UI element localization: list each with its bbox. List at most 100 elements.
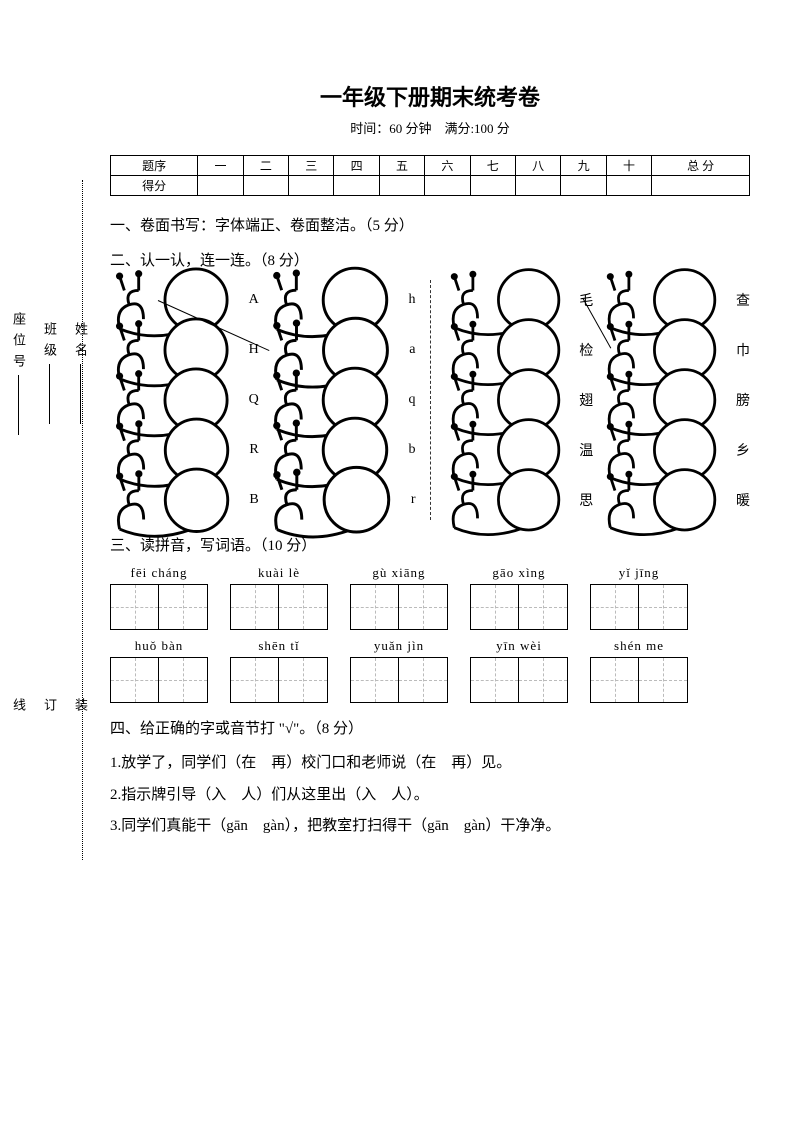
- snail-icon: [267, 455, 411, 544]
- pinyin-text: shén me: [590, 638, 688, 654]
- cell: 四: [334, 156, 379, 176]
- sidebar-fields: 姓名 班级 座位号: [30, 312, 90, 435]
- tianzige-cell: [639, 585, 687, 629]
- snail-icon: [110, 457, 249, 544]
- q4-line2: 2.指示牌引导（入 人）们从这里出（入 人）。: [110, 780, 750, 812]
- tianzige-grid: [350, 657, 448, 703]
- cell: 九: [561, 156, 606, 176]
- tianzige-cell: [111, 585, 159, 629]
- pinyin-text: fēi cháng: [110, 565, 208, 581]
- snail-column: 查 巾 膀 乡 暖: [601, 280, 750, 520]
- cell: 题序: [111, 156, 198, 176]
- vertical-divider: [430, 280, 431, 520]
- snail-letter: 乡: [736, 440, 750, 460]
- tianzige-cell: [519, 585, 567, 629]
- cell: [379, 176, 424, 196]
- pinyin-text: kuài lè: [230, 565, 328, 581]
- cell: 得分: [111, 176, 198, 196]
- section-4-heading: 四、给正确的字或音节打 "√"。（8 分）: [110, 717, 750, 738]
- tianzige-cell: [639, 658, 687, 702]
- field-seat: 座位号: [9, 312, 28, 435]
- snail-letter: Q: [249, 392, 259, 408]
- snail-letter: 检: [579, 340, 593, 360]
- pinyin-block: gù xiāng: [350, 565, 448, 630]
- section-1-heading: 一、卷面书写：字体端正、卷面整洁。（5 分）: [110, 214, 750, 235]
- snail-letter: 翅: [579, 390, 593, 410]
- snail-column: A H Q R B: [110, 280, 259, 520]
- pinyin-block: yǐ jīng: [590, 565, 688, 630]
- snail-column: h a q b r: [267, 280, 416, 520]
- tianzige-grid: [590, 584, 688, 630]
- cell: 八: [515, 156, 560, 176]
- q4-line1: 1.放学了，同学们（在 再）校门口和老师说（在 再）见。: [110, 748, 750, 780]
- cell: [243, 176, 288, 196]
- snail-letter: a: [409, 342, 415, 358]
- cell: 六: [425, 156, 470, 176]
- pinyin-block: gāo xìng: [470, 565, 568, 630]
- snail-letter: 巾: [736, 340, 750, 360]
- pinyin-text: yǐ jīng: [590, 565, 688, 581]
- snail-icon: [445, 458, 580, 542]
- tianzige-cell: [351, 658, 399, 702]
- pinyin-text: huǒ bàn: [110, 638, 208, 654]
- snail-letter: B: [249, 492, 258, 508]
- tianzige-grid: [230, 657, 328, 703]
- cell: 十: [606, 156, 651, 176]
- sidebar-dotted-text: 装 订 线 内 不 要 答 题: [30, 698, 90, 729]
- pinyin-text: yīn wèi: [470, 638, 568, 654]
- tianzige-cell: [159, 658, 207, 702]
- snail-letter: 膀: [736, 390, 750, 410]
- tianzige-cell: [351, 585, 399, 629]
- tianzige-grid: [110, 657, 208, 703]
- field-class: 班级: [40, 322, 59, 424]
- page-title: 一年级下册期末统考卷: [110, 80, 750, 112]
- cell: 七: [470, 156, 515, 176]
- snail-column: 毛 检 翅 温 思: [445, 280, 594, 520]
- tianzige-cell: [399, 658, 447, 702]
- tianzige-cell: [471, 658, 519, 702]
- snail-item: 思: [445, 480, 594, 520]
- tianzige-cell: [159, 585, 207, 629]
- pinyin-row: huǒ bàn shēn tǐ yuǎn jìn yīn wèi shén me: [110, 638, 750, 703]
- tianzige-grid: [590, 657, 688, 703]
- question-4: 1.放学了，同学们（在 再）校门口和老师说（在 再）见。 2.指示牌引导（入 人…: [110, 748, 750, 843]
- pinyin-text: shēn tǐ: [230, 638, 328, 654]
- q4-line3: 3.同学们真能干（gān gàn），把教室打扫得干（gān gàn）干净净。: [110, 811, 750, 843]
- cell: [515, 176, 560, 196]
- cell: [334, 176, 379, 196]
- snail-letter: 暖: [736, 490, 750, 510]
- table-row: 题序 一 二 三 四 五 六 七 八 九 十 总 分: [111, 156, 750, 176]
- field-name: 姓名: [71, 322, 90, 424]
- pinyin-block: yuǎn jìn: [350, 638, 448, 703]
- cell: [425, 176, 470, 196]
- pinyin-block: shēn tǐ: [230, 638, 328, 703]
- tianzige-grid: [470, 584, 568, 630]
- cell: [561, 176, 606, 196]
- pinyin-block: yīn wèi: [470, 638, 568, 703]
- snail-letter: h: [409, 292, 416, 308]
- cell: 二: [243, 156, 288, 176]
- pinyin-text: gāo xìng: [470, 565, 568, 581]
- tianzige-grid: [230, 584, 328, 630]
- tianzige-cell: [279, 658, 327, 702]
- pinyin-block: fēi cháng: [110, 565, 208, 630]
- score-table: 题序 一 二 三 四 五 六 七 八 九 十 总 分 得分: [110, 155, 750, 196]
- cell: [470, 176, 515, 196]
- cell: [652, 176, 750, 196]
- snail-letter: 思: [579, 490, 593, 510]
- tianzige-cell: [231, 658, 279, 702]
- cell: [198, 176, 243, 196]
- snail-item: 暖: [601, 480, 750, 520]
- pinyin-block: huǒ bàn: [110, 638, 208, 703]
- page-subtitle: 时间：60 分钟 满分:100 分: [110, 118, 750, 137]
- pinyin-block: shén me: [590, 638, 688, 703]
- pinyin-text: yuǎn jìn: [350, 638, 448, 654]
- cell: [606, 176, 651, 196]
- tianzige-cell: [519, 658, 567, 702]
- cell: 一: [198, 156, 243, 176]
- snail-letter: r: [411, 492, 416, 508]
- pinyin-row: fēi cháng kuài lè gù xiāng gāo xìng yǐ j…: [110, 565, 750, 630]
- pinyin-text: gù xiāng: [350, 565, 448, 581]
- snail-item: r: [267, 480, 416, 520]
- binding-sidebar: 姓名 班级 座位号 装 订 线 内 不 要 答 题: [30, 180, 90, 860]
